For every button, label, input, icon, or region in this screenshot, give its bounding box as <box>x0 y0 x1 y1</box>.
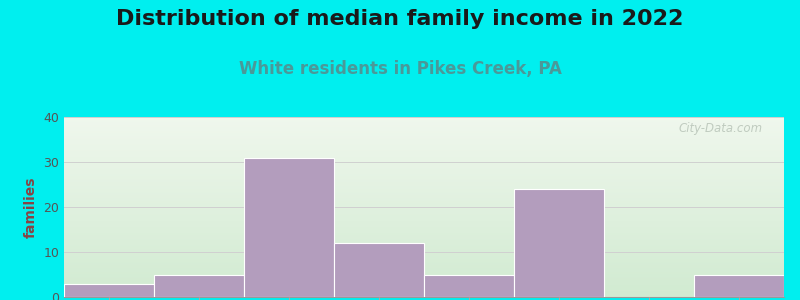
Text: White residents in Pikes Creek, PA: White residents in Pikes Creek, PA <box>238 60 562 78</box>
Bar <box>64 284 154 297</box>
Text: Distribution of median family income in 2022: Distribution of median family income in … <box>116 9 684 29</box>
Y-axis label: families: families <box>24 176 38 238</box>
Text: City-Data.com: City-Data.com <box>678 122 762 135</box>
Bar <box>244 158 334 297</box>
Bar <box>514 189 604 297</box>
Bar <box>694 274 784 297</box>
Bar <box>334 243 424 297</box>
Bar <box>154 274 244 297</box>
Bar <box>424 274 514 297</box>
